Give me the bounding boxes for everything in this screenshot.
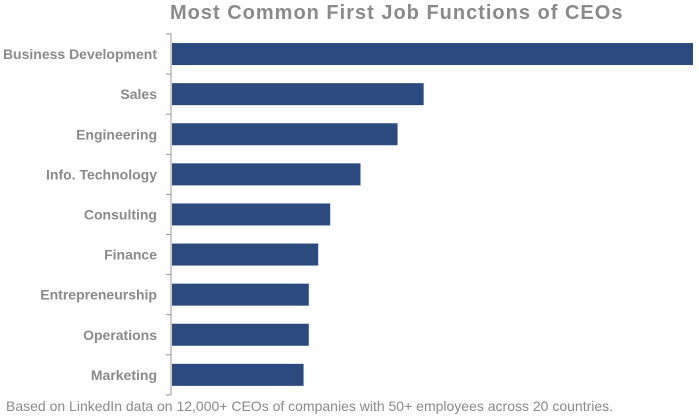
category-label: Info. Technology	[46, 166, 157, 182]
category-label: Operations	[83, 327, 157, 343]
bar-engineering	[172, 123, 398, 146]
category-label: Finance	[104, 247, 157, 263]
bar-operations	[172, 323, 309, 346]
chart-footnote: Based on LinkedIn data on 12,000+ CEOs o…	[6, 398, 614, 414]
chart-title: Most Common First Job Functions of CEOs	[170, 2, 624, 24]
category-label: Sales	[120, 86, 157, 102]
bar-entrepreneurship	[172, 283, 309, 306]
bar-business-development	[172, 43, 693, 66]
bar-consulting	[172, 203, 331, 226]
category-label: Engineering	[76, 126, 157, 142]
bar-finance	[172, 243, 319, 266]
category-label: Entrepreneurship	[40, 287, 157, 303]
bar-marketing	[172, 363, 304, 386]
category-label: Business Development	[3, 46, 157, 62]
bar-sales	[172, 83, 424, 106]
category-label: Marketing	[91, 367, 157, 383]
bar-info-technology	[172, 163, 361, 186]
category-label: Consulting	[84, 206, 157, 222]
